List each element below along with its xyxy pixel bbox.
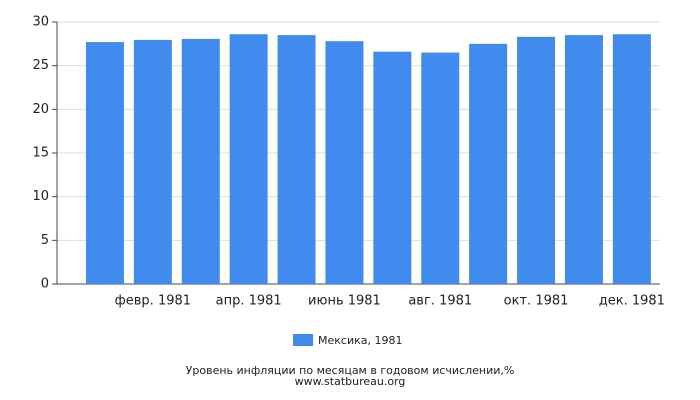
- bar: [564, 35, 603, 284]
- x-tick-label: дек. 1981: [599, 294, 665, 309]
- y-tick-label: 20: [32, 102, 49, 117]
- bar: [421, 52, 460, 284]
- x-tick-label: июнь 1981: [308, 294, 381, 309]
- caption: Уровень инфляции по месяцам в годовом ис…: [186, 364, 515, 377]
- y-tick-label: 5: [41, 233, 49, 248]
- y-tick-label: 25: [32, 58, 49, 73]
- bar: [373, 51, 412, 285]
- bar: [181, 38, 220, 285]
- bar: [277, 35, 316, 284]
- bar: [85, 42, 124, 284]
- bar: [612, 34, 651, 284]
- source: www.statbureau.org: [295, 375, 406, 388]
- legend-swatch: [293, 334, 313, 346]
- bar: [469, 43, 508, 285]
- x-tick-label: апр. 1981: [216, 294, 282, 309]
- y-tick-label: 0: [41, 277, 49, 292]
- bar: [325, 41, 364, 284]
- bar: [133, 39, 172, 284]
- y-tick-label: 15: [32, 146, 49, 161]
- bar: [229, 34, 268, 284]
- legend-label: Мексика, 1981: [318, 334, 402, 347]
- x-tick-label: авг. 1981: [408, 294, 472, 309]
- y-tick-label: 10: [32, 189, 49, 204]
- y-tick-label: 30: [32, 15, 49, 30]
- x-tick-label: окт. 1981: [504, 294, 569, 309]
- bar: [517, 36, 556, 285]
- x-tick-label: февр. 1981: [115, 294, 191, 309]
